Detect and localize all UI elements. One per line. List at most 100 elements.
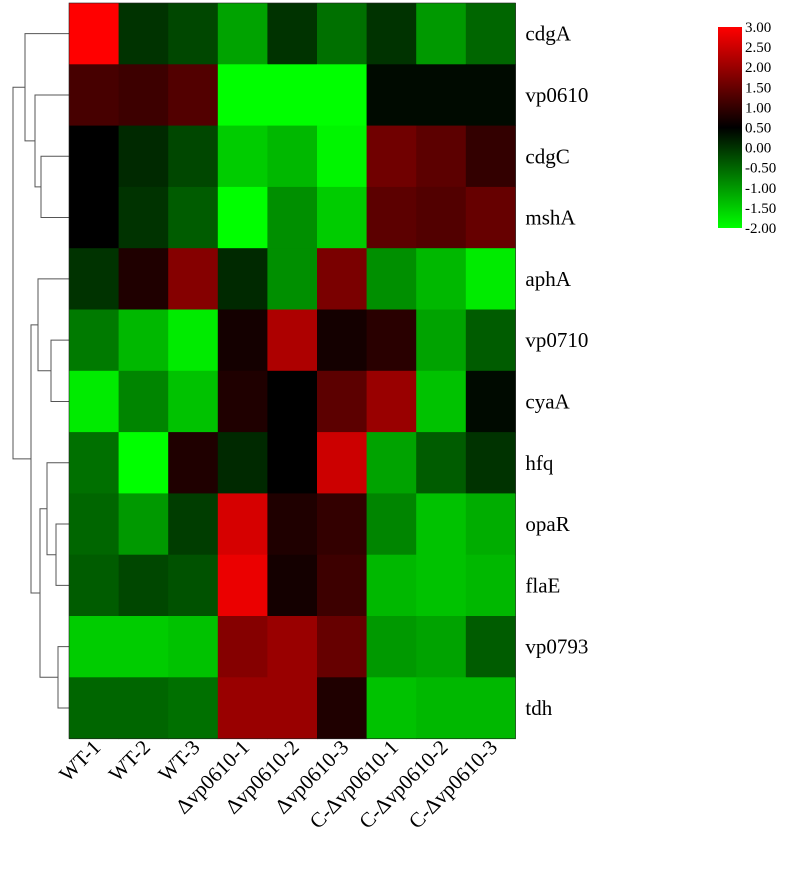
heatmap-cell <box>69 186 120 249</box>
heatmap-cell <box>366 309 417 372</box>
heatmap-cells <box>68 2 516 740</box>
heatmap-cell <box>217 248 268 310</box>
heatmap-cell <box>217 186 268 249</box>
heatmap-cell <box>267 64 318 127</box>
color-scale-tick-label: 2.50 <box>745 40 771 56</box>
heatmap-cell <box>416 432 467 494</box>
heatmap-cell <box>416 186 467 249</box>
heatmap-cell <box>118 370 169 433</box>
heatmap-cell <box>267 248 318 310</box>
heatmap-cell <box>118 248 169 310</box>
heatmap-cell <box>217 554 268 617</box>
heatmap-cell <box>69 677 120 740</box>
heatmap-cell <box>465 248 516 310</box>
heatmap-cell <box>416 309 467 372</box>
heatmap-cell <box>168 370 219 433</box>
heatmap-cell <box>366 186 417 249</box>
heatmap-cell <box>168 309 219 372</box>
column-label: WT-2 <box>104 735 155 786</box>
heatmap-cell <box>416 616 467 678</box>
heatmap-cell <box>366 64 417 127</box>
heatmap-cell <box>168 248 219 310</box>
heatmap-cell <box>465 309 516 372</box>
color-scale-tick-label: 1.00 <box>745 100 771 116</box>
heatmap-cell <box>118 125 169 188</box>
heatmap-cell <box>416 64 467 127</box>
heatmap-cell <box>168 432 219 494</box>
heatmap-cell <box>217 3 268 65</box>
heatmap-cell <box>69 616 120 678</box>
heatmap-cell <box>69 3 120 65</box>
heatmap-cell <box>366 432 417 494</box>
dendrogram-branch <box>46 462 69 556</box>
heatmap-cell <box>465 64 516 127</box>
heatmap-cell <box>317 370 368 433</box>
heatmap-cell <box>217 432 268 494</box>
heatmap-cell <box>317 493 368 556</box>
heatmap-cell <box>465 554 516 617</box>
dendrogram-branch <box>57 646 69 709</box>
row-dendrogram <box>12 33 69 709</box>
color-scale-tick-label: -1.00 <box>745 181 776 197</box>
heatmap-cell <box>267 677 318 740</box>
heatmap-cell <box>317 186 368 249</box>
dendrogram-branch <box>50 339 69 402</box>
color-scale-tick-label: 1.50 <box>745 80 771 96</box>
heatmap-cell <box>118 186 169 249</box>
color-scale-legend: 3.00 2.50 2.00 1.50 1.00 0.50 0.00 -0.50 -1.00 -1… <box>718 20 776 237</box>
dendrogram-branch <box>12 86 31 460</box>
heatmap-cell <box>267 432 318 494</box>
heatmap-cell <box>118 554 169 617</box>
column-label: WT-1 <box>54 735 105 786</box>
heatmap-cell <box>267 370 318 433</box>
heatmap-cell <box>416 248 467 310</box>
heatmap-cell <box>317 248 368 310</box>
heatmap-cell <box>317 432 368 494</box>
heatmap-cell <box>317 677 368 740</box>
heatmap-cell <box>168 493 219 556</box>
dendrogram-branch <box>37 278 69 372</box>
column-labels: WT-1WT-2WT-3Δvp0610-1Δvp0610-2Δvp0610-3C… <box>54 735 502 833</box>
heatmap-cell <box>267 125 318 188</box>
heatmap-cell <box>416 125 467 188</box>
row-labels: cdgA vp0610 cdgC mshA aphA vp0710 cyaA hfq opaR f… <box>525 22 588 720</box>
row-label: cdgA <box>525 22 571 46</box>
color-scale-bar <box>718 27 742 228</box>
row-label: flaE <box>525 573 560 597</box>
color-scale-tick-label: -1.50 <box>745 201 776 217</box>
heatmap-cell <box>69 432 120 494</box>
dendrogram-branch <box>39 508 58 678</box>
heatmap-cell <box>69 248 120 310</box>
heatmap-cell <box>465 493 516 556</box>
heatmap-cell <box>217 309 268 372</box>
row-label: opaR <box>525 512 569 536</box>
heatmap-cell <box>317 3 368 65</box>
heatmap-cell <box>118 616 169 678</box>
color-scale-tick-label: 2.00 <box>745 60 771 76</box>
heatmap-cell <box>465 677 516 740</box>
heatmap-cell <box>267 3 318 65</box>
dendrogram-branch <box>55 523 69 586</box>
heatmap-cell <box>366 248 417 310</box>
heatmap-cell <box>366 493 417 556</box>
heatmap-cell <box>217 125 268 188</box>
color-scale-tick-label: -0.50 <box>745 161 776 177</box>
heatmap-cell <box>465 186 516 249</box>
heatmap-cell <box>317 616 368 678</box>
heatmap-cell <box>217 370 268 433</box>
heatmap-cell <box>168 554 219 617</box>
heatmap-cell <box>118 677 169 740</box>
heatmap-cell <box>366 616 417 678</box>
heatmap-border <box>68 2 516 739</box>
heatmap-cell <box>465 616 516 678</box>
heatmap-cell <box>366 677 417 740</box>
heatmap-cell <box>217 616 268 678</box>
heatmap-cell <box>317 554 368 617</box>
heatmap-cell <box>267 493 318 556</box>
heatmap-cell <box>118 432 169 494</box>
heatmap-cell <box>118 64 169 127</box>
heatmap-cell <box>118 493 169 556</box>
row-label: cyaA <box>525 389 570 413</box>
heatmap-cell <box>416 3 467 65</box>
heatmap-cell <box>416 370 467 433</box>
